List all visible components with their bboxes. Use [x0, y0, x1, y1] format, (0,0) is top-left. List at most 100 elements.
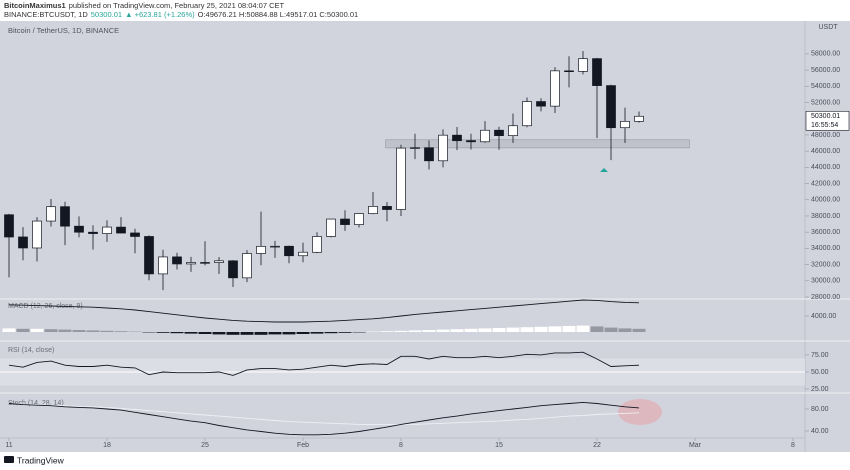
histogram-bar [380, 331, 394, 332]
histogram-bar [72, 330, 86, 332]
x-tick-label: 8 [791, 442, 795, 449]
candle-body [536, 101, 546, 107]
x-tick-label: 15 [495, 442, 503, 449]
highlight-ellipse [618, 399, 662, 425]
y-tick-label: 38000.00 [811, 213, 840, 220]
histogram-bar [282, 332, 296, 335]
y-tick-label: 4000.00 [811, 313, 836, 320]
histogram-bar [184, 332, 198, 334]
candle-body [382, 206, 392, 210]
histogram-bar [324, 332, 338, 334]
histogram-bar [198, 332, 212, 334]
countdown: 16:55:54 [811, 122, 838, 129]
indicator-line [8, 351, 640, 376]
histogram-bar [30, 328, 44, 332]
support-zone [385, 139, 690, 149]
pane-title: RSI (14, close) [8, 347, 54, 354]
candle-body [354, 213, 364, 225]
histogram-bar [506, 327, 520, 332]
histogram-bar [618, 328, 632, 332]
y-tick-label: 80.00 [811, 406, 829, 413]
y-tick-label: 25.00 [811, 386, 829, 393]
candle-body [144, 236, 154, 275]
candle-body [200, 262, 210, 264]
brand: TradingView [17, 455, 65, 465]
y-tick-label: 46000.00 [811, 148, 840, 155]
pane-title: MACD (12, 26, close, 9) [8, 303, 83, 310]
y-tick-label: 36000.00 [811, 229, 840, 236]
histogram-bar [16, 328, 30, 332]
candle-body [424, 147, 434, 162]
candle-body [368, 206, 378, 214]
y-tick-label: 32000.00 [811, 261, 840, 268]
candle-body [606, 85, 616, 129]
candle-body [522, 101, 532, 127]
candle-body [130, 232, 140, 237]
histogram-bar [450, 329, 464, 332]
histogram-bar [226, 332, 240, 335]
y-tick-label: 52000.00 [811, 99, 840, 106]
histogram-bar [114, 331, 128, 332]
candle-body [228, 260, 238, 279]
indicator-line [8, 401, 640, 436]
histogram-bar [394, 330, 408, 332]
x-tick-label: 8 [399, 442, 403, 449]
footer-bg [0, 452, 850, 470]
published: published on TradingView.com, February 2… [69, 1, 285, 10]
histogram-bar [212, 332, 226, 335]
x-tick-label: 25 [201, 442, 209, 449]
histogram-bar [562, 326, 576, 332]
y-tick-label: 48000.00 [811, 132, 840, 139]
candle-body [60, 206, 70, 227]
histogram-bar [338, 332, 352, 333]
header-line: BitcoinMaximus1 published on TradingView.… [4, 1, 285, 10]
tv-logo: TradingView [4, 455, 65, 465]
histogram-bar [422, 330, 436, 332]
y-tick-label: 50.00 [811, 369, 829, 376]
y-tick-label: 28000.00 [811, 294, 840, 301]
histogram-bar [478, 328, 492, 332]
histogram-bar [604, 327, 618, 332]
candle-body [284, 245, 294, 257]
y-tick-label: 40.00 [811, 428, 829, 435]
candle-body [494, 129, 504, 136]
ohlc: O:49676.21 H:50884.88 L:49517.01 C:50300… [198, 10, 359, 19]
candle-body [634, 115, 644, 122]
candle-body [550, 70, 560, 107]
candle-body [172, 256, 182, 265]
candle-body [32, 220, 42, 249]
y-unit: USDT [818, 24, 838, 31]
histogram-bar [240, 332, 254, 335]
candle-body [4, 214, 14, 238]
candle-body [466, 140, 476, 143]
candle-body [116, 226, 126, 234]
candle-body [256, 245, 266, 254]
histogram-bar [576, 325, 590, 332]
candle-body [508, 125, 518, 136]
candle-body [620, 120, 630, 129]
quote-line: BINANCE:BTCUSDT, 1D 50300.01 ▲ +623.81 (+1… [4, 10, 358, 19]
histogram-bar [408, 330, 422, 332]
x-tick-label: Feb [297, 442, 309, 449]
histogram-bar [548, 326, 562, 332]
candle-body [592, 58, 602, 86]
candle-body [158, 256, 168, 275]
candle-body [340, 218, 350, 225]
histogram-bar [310, 332, 324, 334]
price: 50300.01 [91, 10, 122, 19]
y-tick-label: 54000.00 [811, 83, 840, 90]
candle-body [18, 236, 28, 249]
x-tick-label: 11 [5, 442, 12, 449]
histogram-bar [492, 328, 506, 332]
candle-body [326, 218, 336, 237]
chart-bg [0, 21, 850, 452]
histogram-bar [464, 328, 478, 332]
candle-body [410, 147, 420, 149]
candle-body [214, 260, 224, 263]
candle-body [186, 262, 196, 265]
pane-title: Stoch (14, 28, 14) [8, 400, 64, 407]
candle-body [564, 70, 574, 72]
change: ▲ +623.81 (+1.26%) [125, 10, 195, 19]
